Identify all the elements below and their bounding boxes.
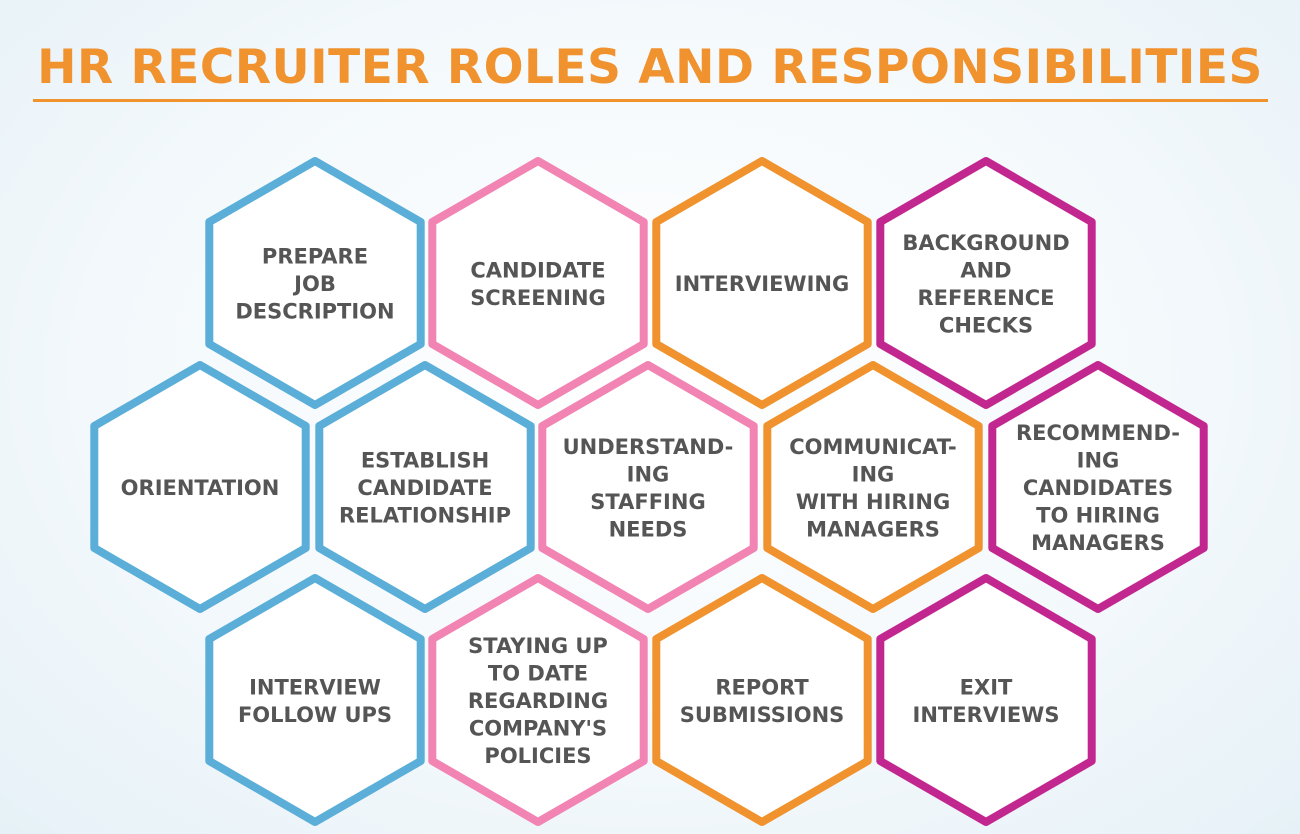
hexagon-recommending-candidates: RECOMMEND- ING CANDIDATES TO HIRING MANAGERS [988, 361, 1208, 613]
hexagon-outline [876, 157, 1096, 409]
hexagon-communicating-with-hiring-managers: COMMUNICAT- ING WITH HIRING MANAGERS [763, 361, 983, 613]
hexagon-label-line: NEEDS [609, 517, 688, 541]
hexagon-label-line: UNDERSTAND- [563, 435, 734, 459]
hexagon-outline [205, 574, 425, 826]
hexagon-label-line: PREPARE [262, 245, 368, 269]
hexagon-label-line: CHECKS [939, 313, 1033, 337]
hexagon-label-line: INTERVIEWING [675, 272, 849, 296]
hexagon-label-line: ING [852, 462, 895, 486]
hexagon-orientation: ORIENTATION [90, 361, 310, 613]
hexagon-label-line: INTERVIEWS [913, 703, 1060, 727]
page-title: HR RECRUITER ROLES AND RESPONSIBILITIES [37, 40, 1263, 95]
hexagon-label-line: JOB [292, 272, 336, 296]
hexagon-label-line: MANAGERS [1031, 531, 1165, 555]
hexagon-label-line: BACKGROUND [902, 231, 1069, 255]
hexagon-label-line: POLICIES [484, 744, 591, 768]
hexagon-label-line: COMPANY'S [469, 717, 607, 741]
hexagon-label-line: ING [1077, 449, 1120, 473]
hexagon-label-line: STAFFING [590, 490, 705, 514]
hexagon-interview-follow-ups: INTERVIEW FOLLOW UPS [205, 574, 425, 826]
hexagon-outline [988, 361, 1208, 613]
hexagon-interviewing: INTERVIEWING [652, 157, 872, 409]
hexagon-label-line: WITH HIRING [796, 490, 950, 514]
hexagon-outline [652, 157, 872, 409]
hexagon-label-line: STAYING UP [468, 634, 608, 658]
hexagon-staying-up-to-date: STAYING UP TO DATE REGARDING COMPANY'S POLIC… [428, 574, 648, 826]
hexagon-label-line: MANAGERS [806, 517, 940, 541]
hexagon-label-line: REGARDING [468, 689, 608, 713]
hexagon-outline [205, 157, 425, 409]
hexagon-outline [652, 574, 872, 826]
hexagon-label-line: SCREENING [470, 286, 606, 310]
hexagon-outline [315, 361, 535, 613]
hexagon-establish-candidate-relationship: ESTABLISH CANDIDATE RELATIONSHIP [315, 361, 535, 613]
hexagon-label-line: SUBMISSIONS [680, 703, 845, 727]
hexagon-label-line: RELATIONSHIP [339, 504, 511, 528]
hexagon-label-line: FOLLOW UPS [238, 703, 392, 727]
hexagon-outline [763, 361, 983, 613]
hexagon-outline [90, 361, 310, 613]
hexagon-background-reference-checks: BACKGROUND AND REFERENCE CHECKS [876, 157, 1096, 409]
hexagon-label-line: ORIENTATION [121, 476, 280, 500]
hexagon-exit-interviews: EXIT INTERVIEWS [876, 574, 1096, 826]
hexagon-report-submissions: REPORT SUBMISSIONS [652, 574, 872, 826]
hexagon-label-line: CANDIDATES [1023, 476, 1173, 500]
hexagon-label-line: TO HIRING [1036, 504, 1160, 528]
hexagon-outline [876, 574, 1096, 826]
hexagon-outline [538, 361, 758, 613]
hexagon-label-line: ING [627, 462, 670, 486]
hexagon-label-line: RECOMMEND- [1016, 421, 1180, 445]
hexagon-label-line: AND [960, 258, 1011, 282]
hexagon-outline [428, 157, 648, 409]
hexagon-candidate-screening: CANDIDATE SCREENING [428, 157, 648, 409]
hexagon-understanding-staffing-needs: UNDERSTAND- ING STAFFING NEEDS [538, 361, 758, 613]
hexagon-label-line: INTERVIEW [249, 675, 381, 699]
hexagon-label-line: CANDIDATE [357, 476, 492, 500]
hexagon-label-line: EXIT [960, 675, 1013, 699]
title-underline [33, 99, 1268, 102]
hexagon-label-line: ESTABLISH [361, 449, 489, 473]
hexagon-label-line: DESCRIPTION [235, 300, 394, 324]
hexagon-label-line: REFERENCE [917, 286, 1054, 310]
hexagon-label-line: CANDIDATE [470, 258, 605, 282]
hexagon-label-line: COMMUNICAT- [789, 435, 957, 459]
hexagon-label-line: TO DATE [488, 662, 588, 686]
hexagon-outline [428, 574, 648, 826]
hexagon-label-line: REPORT [715, 675, 809, 699]
hexagon-prepare-job-description: PREPARE JOB DESCRIPTION [205, 157, 425, 409]
